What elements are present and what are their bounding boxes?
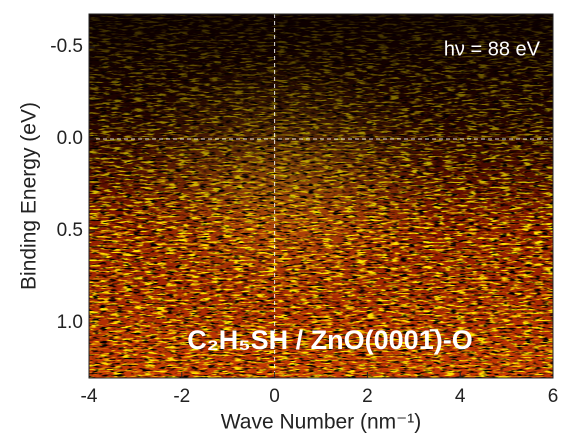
x-tick-label: -4 [81, 386, 98, 407]
photon-energy: hν = 88 eV [444, 38, 541, 60]
intensity-map [89, 14, 553, 378]
y-tick-label: 0.0 [57, 128, 83, 149]
x-tick-label: 6 [548, 386, 559, 407]
y-tick-label: -0.5 [50, 36, 83, 57]
x-tick-label: 2 [362, 386, 373, 407]
plot-frame [88, 13, 554, 379]
y-tick-label: 0.5 [57, 220, 83, 241]
x-axis-label: Wave Number (nm⁻¹) [221, 411, 422, 434]
y-tick-label: 1.0 [57, 312, 83, 333]
x-tick-label: 4 [455, 386, 466, 407]
sample-label: C₂H₅SH / ZnO(0001̄)-O [187, 325, 472, 355]
y-axis-label: Binding Energy (eV) [18, 102, 41, 290]
x-tick-label: 0 [269, 386, 280, 407]
x-tick-label: -2 [173, 386, 190, 407]
